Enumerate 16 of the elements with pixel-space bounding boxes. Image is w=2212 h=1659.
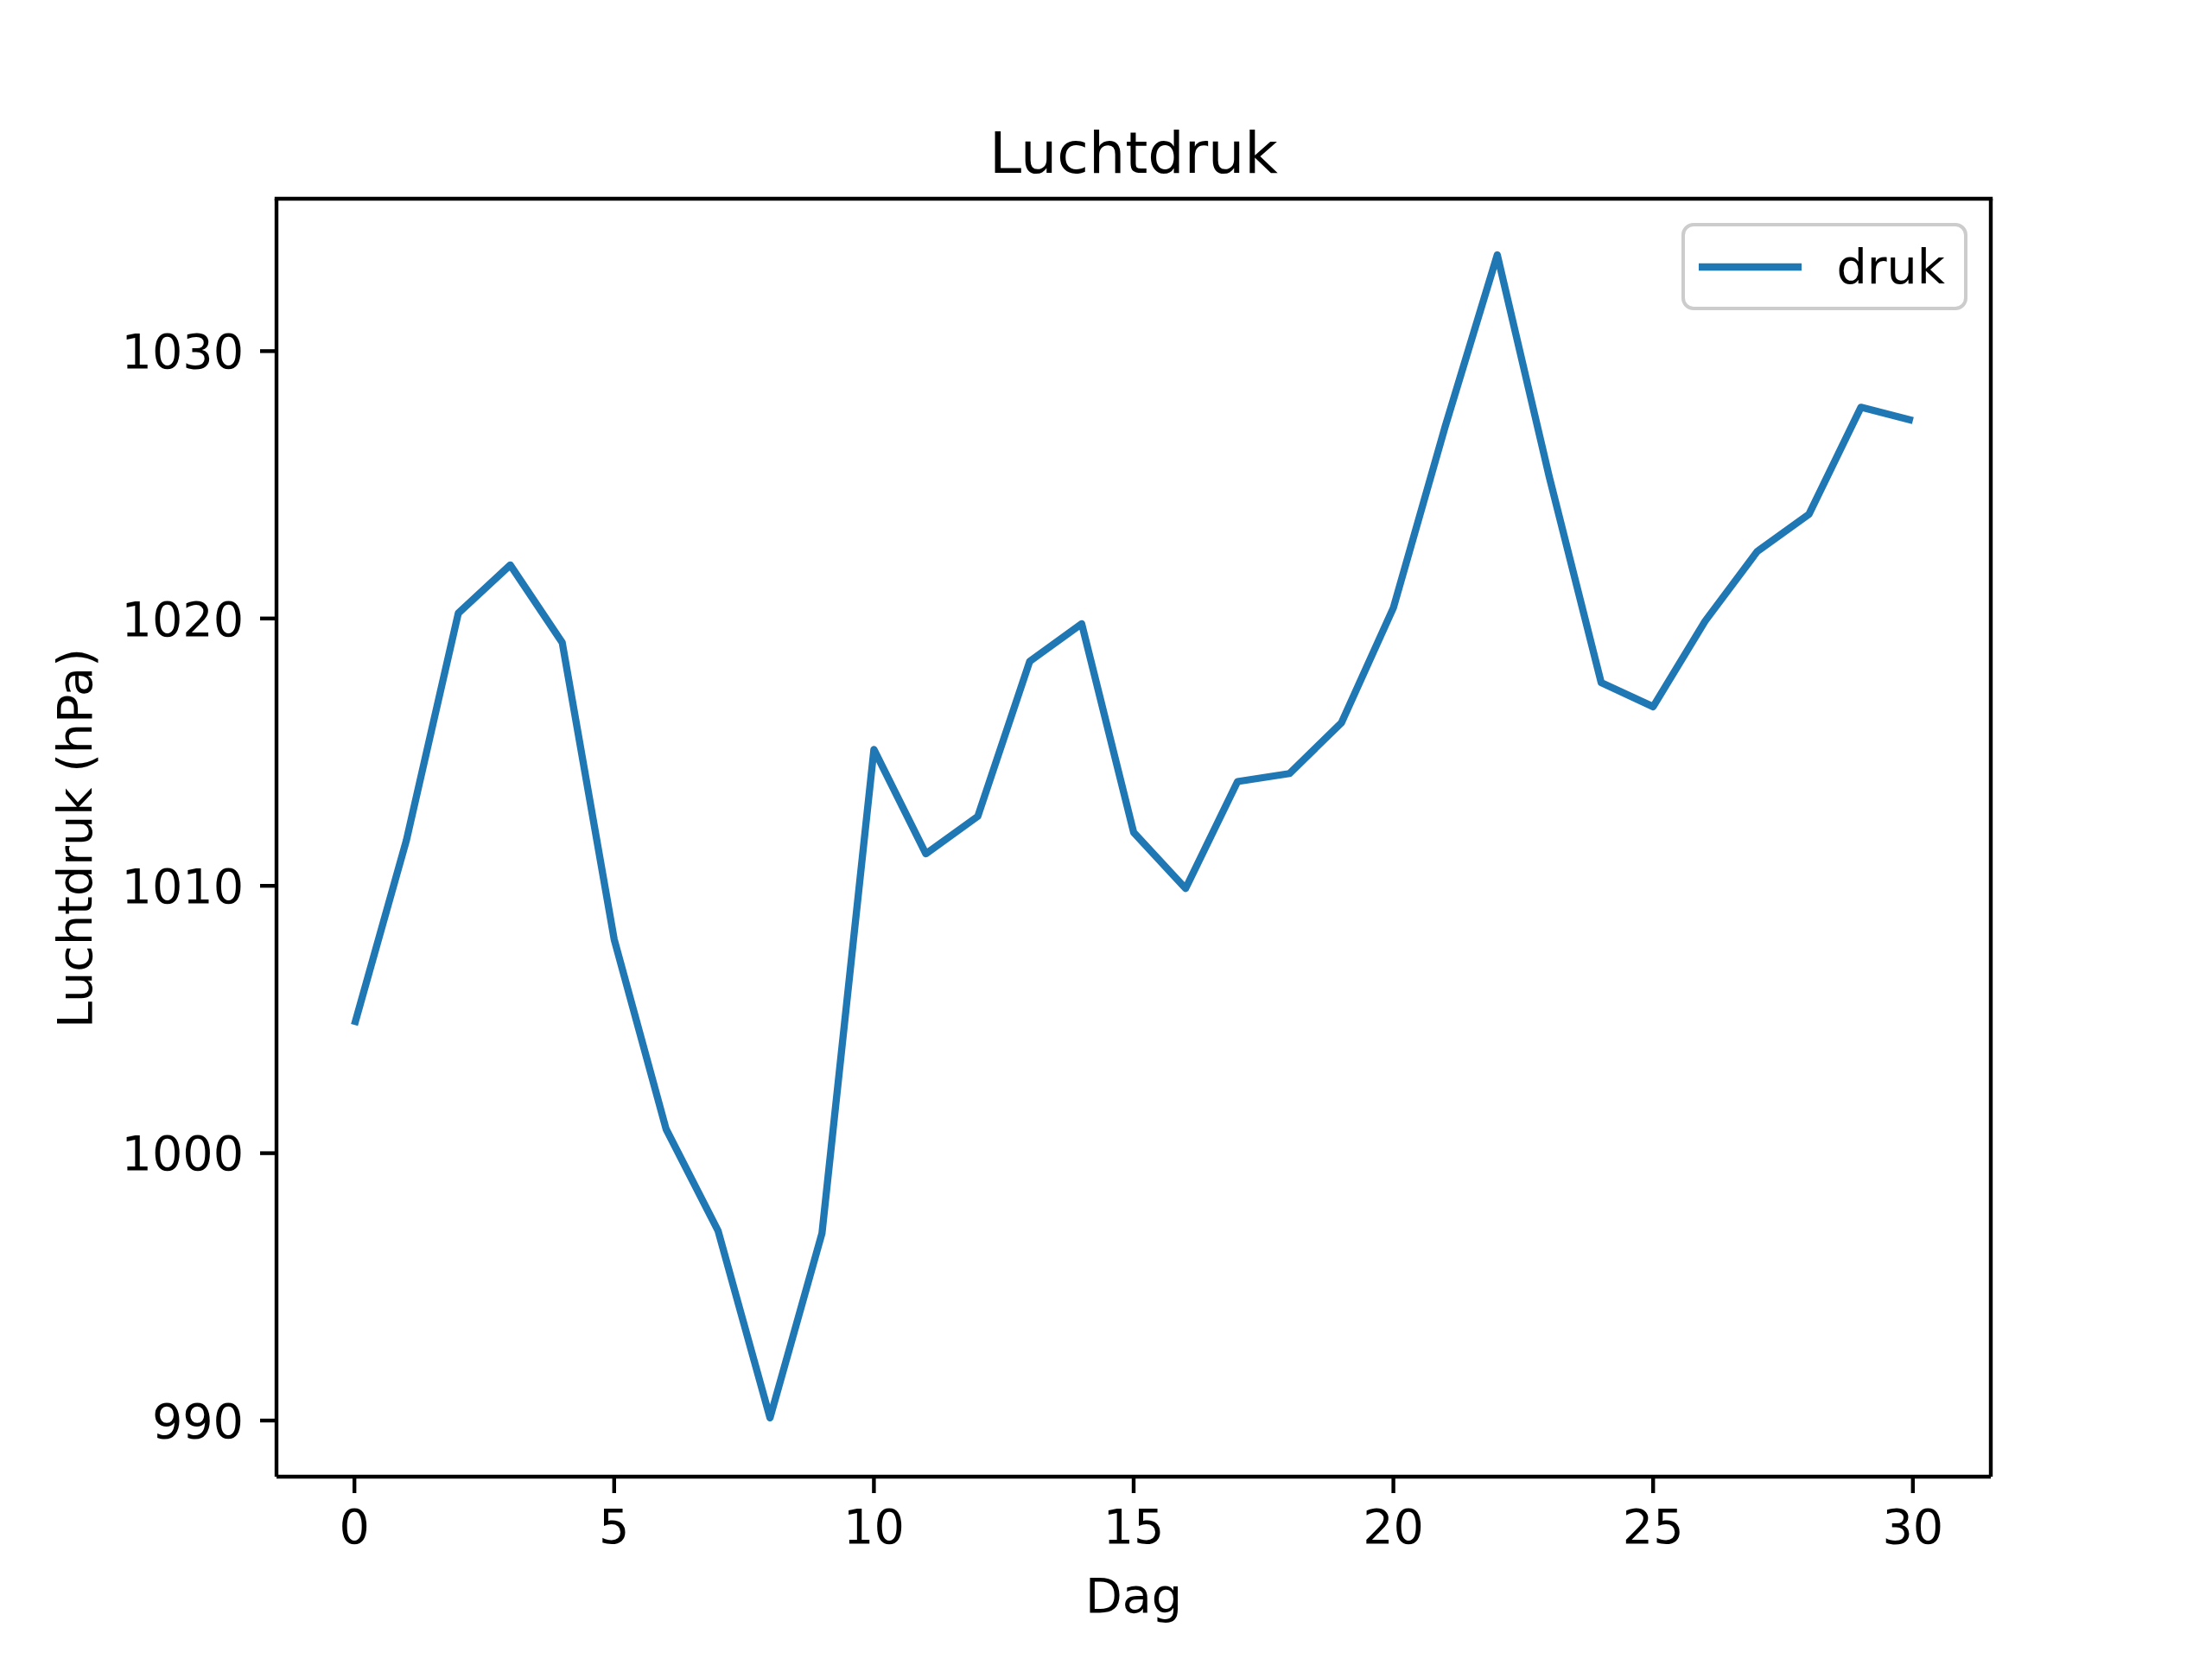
x-tick-label: 30 [1882, 1498, 1944, 1555]
x-tick-label: 25 [1622, 1498, 1684, 1555]
y-axis-title: Luchtdruk (hPa) [47, 647, 103, 1028]
x-tick-label: 20 [1363, 1498, 1424, 1555]
y-tick-label: 1010 [121, 857, 244, 914]
x-tick-label: 0 [339, 1498, 370, 1555]
y-tick-label: 1020 [121, 590, 244, 647]
y-tick-label: 1030 [121, 323, 244, 380]
y-tick-label: 990 [151, 1392, 244, 1449]
x-axis-title: Dag [1084, 1567, 1183, 1624]
x-tick-label: 10 [843, 1498, 905, 1555]
legend-label: druk [1836, 238, 1945, 295]
x-tick-label: 5 [599, 1498, 630, 1555]
chart-title: Luchtdruk [989, 119, 1278, 187]
x-tick-label: 15 [1103, 1498, 1165, 1555]
y-tick-label: 1000 [121, 1125, 244, 1182]
